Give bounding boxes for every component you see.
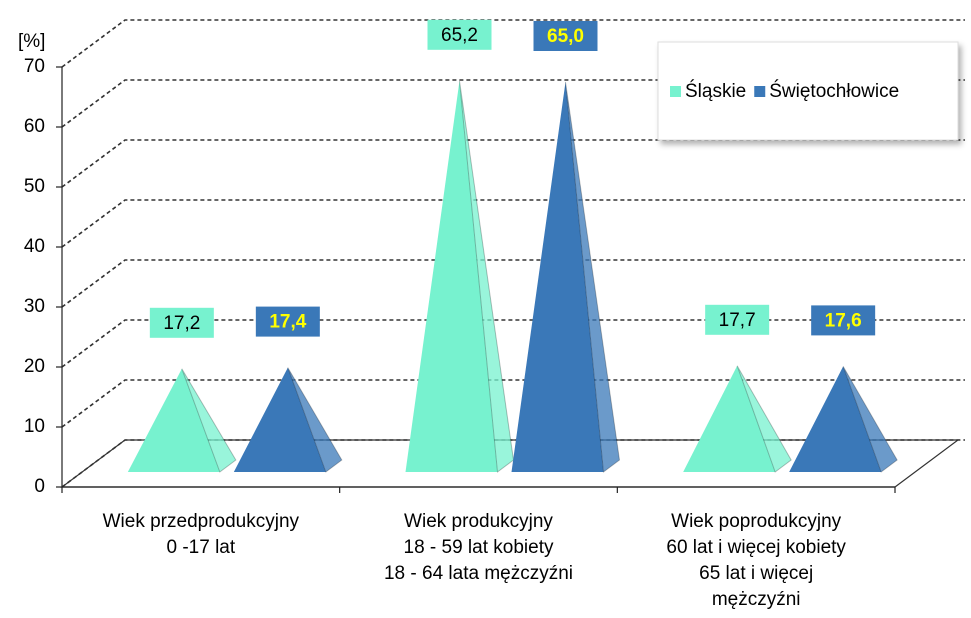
value-label: 17,7 — [719, 310, 756, 331]
legend-box — [657, 41, 959, 141]
x-tick-label: mężczyźni — [712, 589, 801, 610]
x-tick-label: Wiek przedprodukcyjny — [103, 511, 300, 532]
grid-line — [61, 19, 965, 68]
value-label: 17,4 — [269, 312, 306, 333]
pyramid-front — [127, 368, 220, 472]
pyramid-front — [789, 366, 882, 472]
x-tick-label: Wiek poprodukcyjny — [671, 511, 842, 532]
pyramid-front — [683, 365, 776, 472]
pyramid-front — [511, 82, 604, 472]
pyramid-side — [736, 365, 792, 473]
value-label-box — [705, 304, 770, 335]
pyramid-front — [233, 367, 326, 472]
y-tick-label: 0 — [34, 476, 45, 497]
pyramid-side — [459, 80, 515, 473]
x-tick-label: 18 - 64 lata mężczyźni — [384, 563, 573, 584]
legend: Śląskie Świętochłowice — [657, 41, 959, 141]
legend-label: Śląskie — [685, 80, 746, 102]
grid-line — [61, 139, 965, 188]
pyramid-side — [565, 81, 621, 473]
x-tick-label: Wiek produkcyjny — [404, 511, 553, 532]
legend-swatch — [754, 86, 766, 97]
x-tick-label: 0 -17 lat — [167, 537, 236, 558]
pyramid-side — [287, 367, 343, 473]
x-tick-label: 65 lat i więcej — [699, 563, 813, 584]
value-label-box — [427, 19, 492, 50]
grid-line — [61, 379, 965, 428]
y-tick-label: 60 — [24, 116, 45, 137]
grid-line — [61, 439, 965, 488]
value-label-box — [149, 307, 214, 338]
value-label-box — [255, 306, 320, 337]
legend-label: Świętochłowice — [769, 80, 899, 102]
pyramid-front — [405, 80, 498, 473]
y-tick-label: 20 — [24, 356, 45, 377]
grid-line — [61, 319, 965, 368]
y-axis-label: [%] — [18, 31, 45, 52]
y-tick-label: 50 — [24, 176, 45, 197]
legend-swatch — [670, 86, 681, 97]
y-tick-label: 10 — [24, 416, 45, 437]
grid-line — [61, 199, 965, 248]
value-label-box — [533, 21, 598, 51]
pyramid-side — [842, 366, 898, 473]
y-tick-label: 70 — [24, 56, 45, 77]
value-label: 65,2 — [441, 25, 478, 46]
x-tick-label: 18 - 59 lat kobiety — [404, 537, 554, 558]
value-label: 65,0 — [547, 26, 584, 47]
x-tick-label: 60 lat i więcej kobiety — [666, 537, 846, 558]
y-tick-label: 30 — [24, 296, 45, 317]
y-tick-label: 40 — [24, 236, 45, 257]
value-label: 17,6 — [825, 310, 862, 331]
value-label: 17,2 — [163, 313, 200, 334]
pyramid-side — [181, 368, 237, 473]
value-label-box — [811, 305, 876, 336]
grid-line — [61, 259, 965, 308]
